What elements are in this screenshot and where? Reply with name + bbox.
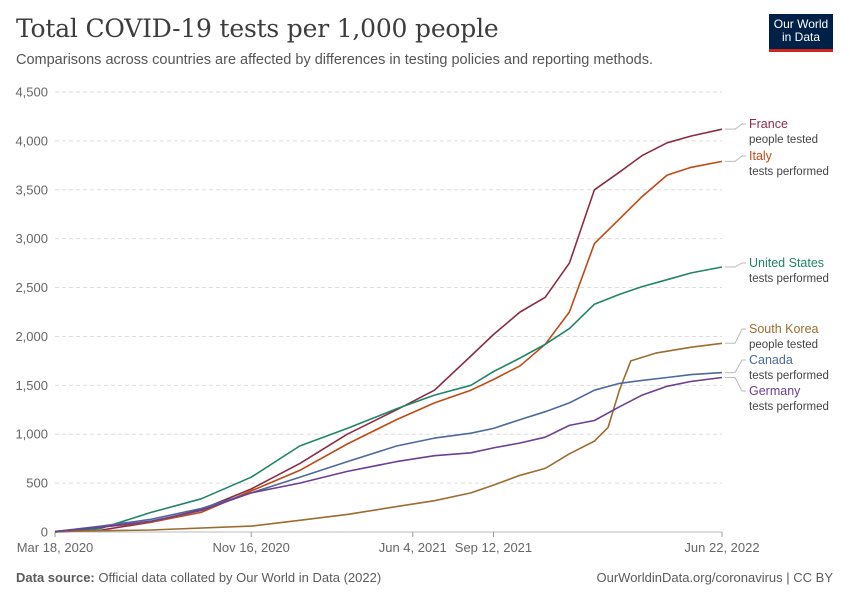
data-source: Data source: Official data collated by O… [16,570,381,585]
x-tick-label: Mar 18, 2020 [17,540,94,555]
y-tick-label: 500 [26,476,48,491]
series-label-name: Canada [749,353,793,367]
series-line-italy [54,160,723,533]
series-label-note: tests performed [749,401,829,413]
series-label-note: tests performed [749,166,829,178]
chart-title: Total COVID-19 tests per 1,000 people [16,14,499,43]
series-line-germany [54,376,723,533]
logo-line-2: in Data [781,30,821,44]
series-end-labels: France people tested Italy tests performed U… [725,117,829,413]
x-tick-label: Jun 4, 2021 [379,540,447,555]
series-line-united-states [54,266,723,533]
label-connector [725,262,746,268]
line-chart: 0 500 1,000 1,500 2,000 2,500 3,000 3,500 4,000 4… [15,85,829,556]
series-label-note: tests performed [749,273,829,285]
series-label-name: United States [749,256,824,270]
y-tick-label: 4,500 [15,85,48,100]
x-tick-label: Sep 12, 2021 [455,540,532,555]
series-line-canada [54,371,723,533]
data-source-text: Official data collated by Our World in D… [98,570,382,585]
series-label-name: South Korea [749,322,819,336]
grid-lines [55,91,722,533]
y-tick-label: 3,500 [15,182,48,197]
owid-logo[interactable]: Our World in Data [769,14,833,52]
y-tick-label: 2,500 [15,280,48,295]
y-tick-label: 1,500 [15,378,48,393]
series-label-name: Italy [749,149,773,163]
label-connector [725,123,746,130]
y-tick-label: 2,000 [15,329,48,344]
chart-subtitle: Comparisons across countries are affecte… [16,52,654,68]
y-tick-label: 1,000 [15,427,48,442]
series-lines [54,128,723,533]
label-connector [725,155,746,162]
series-line-south-korea [54,342,723,533]
x-tick-label: Nov 16, 2020 [213,540,290,555]
y-axis-tick-labels: 0 500 1,000 1,500 2,000 2,500 3,000 3,500 4,000 4… [15,85,48,540]
x-axis: Mar 18, 2020 Nov 16, 2020 Jun 4, 2021 Sep 1… [17,532,760,555]
label-connector [725,377,746,392]
label-connector [725,328,746,344]
credit-link[interactable]: OurWorldinData.org/coronavirus | CC BY [596,570,833,585]
x-tick-label: Jun 22, 2022 [684,540,759,555]
logo-line-1: Our World [773,17,829,31]
series-label-note: tests performed [749,370,829,382]
series-label-note: people tested [749,134,818,146]
series-label-name: France [749,117,788,131]
data-source-label: Data source: [16,570,95,585]
y-tick-label: 3,000 [15,231,48,246]
y-tick-label: 0 [41,525,48,540]
label-connector [725,359,746,374]
y-tick-label: 4,000 [15,133,48,148]
series-label-name: Germany [749,384,801,398]
series-label-note: people tested [749,339,818,351]
